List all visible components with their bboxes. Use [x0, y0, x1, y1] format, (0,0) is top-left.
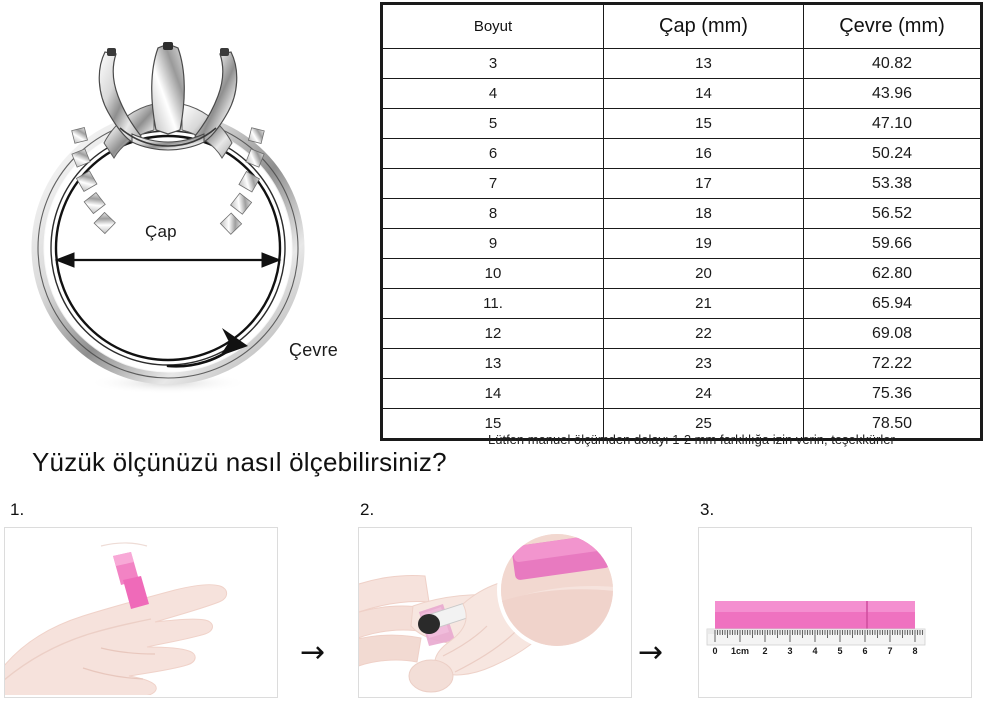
table-row: 11. 21 65.94: [381, 288, 982, 319]
ring-cross-section-illustration: [31, 42, 305, 394]
table-row: 3 13 40.82: [381, 48, 982, 79]
cell-size: 4: [381, 78, 604, 109]
cell-size: 7: [381, 168, 604, 199]
table-row: 9 19 59.66: [381, 228, 982, 259]
cell-diameter: 13: [603, 48, 804, 79]
cell-diameter: 21: [603, 288, 804, 319]
cell-diameter: 22: [603, 318, 804, 349]
cell-diameter: 14: [603, 78, 804, 109]
header-size: Boyut: [381, 3, 604, 49]
ring-size-table: Boyut Çap (mm) Çevre (mm) 3 13 40.82 4 14 43.…: [380, 2, 983, 441]
table-row: 12 22 69.08: [381, 318, 982, 349]
cell-diameter: 23: [603, 348, 804, 379]
table-row: 13 23 72.22: [381, 348, 982, 379]
cell-size: 10: [381, 258, 604, 289]
cell-circumference: 62.80: [803, 258, 982, 289]
step-2-number: 2.: [360, 500, 375, 519]
cell-circumference: 69.08: [803, 318, 982, 349]
pink-measured-strip: [715, 601, 915, 629]
ruler-diagram: 0 1cm 2 3 4 5 6 7 8: [699, 528, 969, 695]
cell-circumference: 75.36: [803, 378, 982, 409]
ruler-tick-label: 2: [762, 646, 767, 656]
table-row: 7 17 53.38: [381, 168, 982, 199]
cell-diameter: 15: [603, 108, 804, 139]
circumference-arrow: [166, 328, 248, 368]
page-title: Yüzük ölçünüzü nasıl ölçebilirsiniz?: [32, 447, 447, 477]
cell-size: 13: [381, 348, 604, 379]
table-row: 14 24 75.36: [381, 378, 982, 409]
diameter-label: Çap: [145, 222, 177, 241]
pink-paper-strip: [113, 552, 149, 609]
cell-diameter: 18: [603, 198, 804, 229]
ruler-tick-label: 7: [887, 646, 892, 656]
hand-illustration: [5, 584, 228, 695]
ruler-tick-label: 5: [837, 646, 842, 656]
marking-strip-with-pen-photo: [358, 527, 632, 698]
prong-setting-head: [98, 42, 238, 151]
cell-size: 3: [381, 48, 604, 79]
table-row: 6 16 50.24: [381, 138, 982, 169]
pave-diamonds-right: [219, 127, 265, 235]
cell-diameter: 25: [603, 408, 804, 440]
cell-circumference: 56.52: [803, 198, 982, 229]
table-header-row: Boyut Çap (mm) Çevre (mm): [381, 3, 982, 49]
table-row: 8 18 56.52: [381, 198, 982, 229]
cell-diameter: 19: [603, 228, 804, 259]
measurement-tolerance-note: Lütfen manuel ölçümden dolayı 1-2 mm far…: [488, 432, 895, 447]
ruler-tick-label: 6: [862, 646, 867, 656]
header-circumference: Çevre (mm): [803, 3, 982, 49]
cell-size: 6: [381, 138, 604, 169]
cell-size: 9: [381, 228, 604, 259]
ruler: 0 1cm 2 3 4 5 6 7 8: [706, 628, 926, 656]
cell-circumference: 59.66: [803, 228, 982, 259]
cell-circumference: 50.24: [803, 138, 982, 169]
ring-size-table-wrapper: Boyut Çap (mm) Çevre (mm) 3 13 40.82 4 14 43.…: [380, 2, 983, 441]
cell-circumference: 65.94: [803, 288, 982, 319]
arrow-step-1-to-2: →: [300, 635, 326, 670]
cell-circumference: 43.96: [803, 78, 982, 109]
cell-size: 5: [381, 108, 604, 139]
ring-inner-circle: [54, 134, 282, 362]
cell-circumference: 72.22: [803, 348, 982, 379]
step-3-number: 3.: [700, 500, 715, 519]
cell-diameter: 16: [603, 138, 804, 169]
diameter-arrow: [54, 252, 282, 268]
arrow-step-2-to-3: →: [638, 635, 664, 670]
ruler-tick-label: 1cm: [731, 646, 749, 656]
hand-with-paper-strip-photo: [4, 527, 278, 698]
cell-diameter: 24: [603, 378, 804, 409]
measuring-strip-with-ruler-photo: 0 1cm 2 3 4 5 6 7 8: [698, 527, 972, 698]
ruler-tick-label: 4: [812, 646, 817, 656]
cell-circumference: 47.10: [803, 108, 982, 139]
cell-circumference: 78.50: [803, 408, 982, 440]
table-row: 4 14 43.96: [381, 78, 982, 109]
pave-diamonds-left: [71, 126, 116, 235]
cell-diameter: 20: [603, 258, 804, 289]
cell-size: 15: [381, 408, 604, 440]
cell-circumference: 53.38: [803, 168, 982, 199]
table-row: 15 25 78.50: [381, 408, 982, 440]
cell-size: 11.: [381, 288, 604, 319]
ruler-tick-label: 0: [712, 646, 717, 656]
ruler-tick-label: 3: [787, 646, 792, 656]
closeup-inset: [497, 530, 617, 650]
cell-size: 8: [381, 198, 604, 229]
ruler-tick-label: 8: [912, 646, 917, 656]
ring-diagram-panel: Çap Çevre: [0, 0, 375, 432]
cell-circumference: 40.82: [803, 48, 982, 79]
table-body: 3 13 40.82 4 14 43.96 5 15 47.10 6 16 50.24 7 17 53.38…: [381, 48, 982, 440]
table-row: 5 15 47.10: [381, 108, 982, 139]
cell-size: 12: [381, 318, 604, 349]
circumference-label: Çevre: [289, 340, 339, 360]
step-1-number: 1.: [10, 500, 25, 519]
header-diameter: Çap (mm): [603, 3, 804, 49]
cell-size: 14: [381, 378, 604, 409]
table-row: 10 20 62.80: [381, 258, 982, 289]
cell-diameter: 17: [603, 168, 804, 199]
